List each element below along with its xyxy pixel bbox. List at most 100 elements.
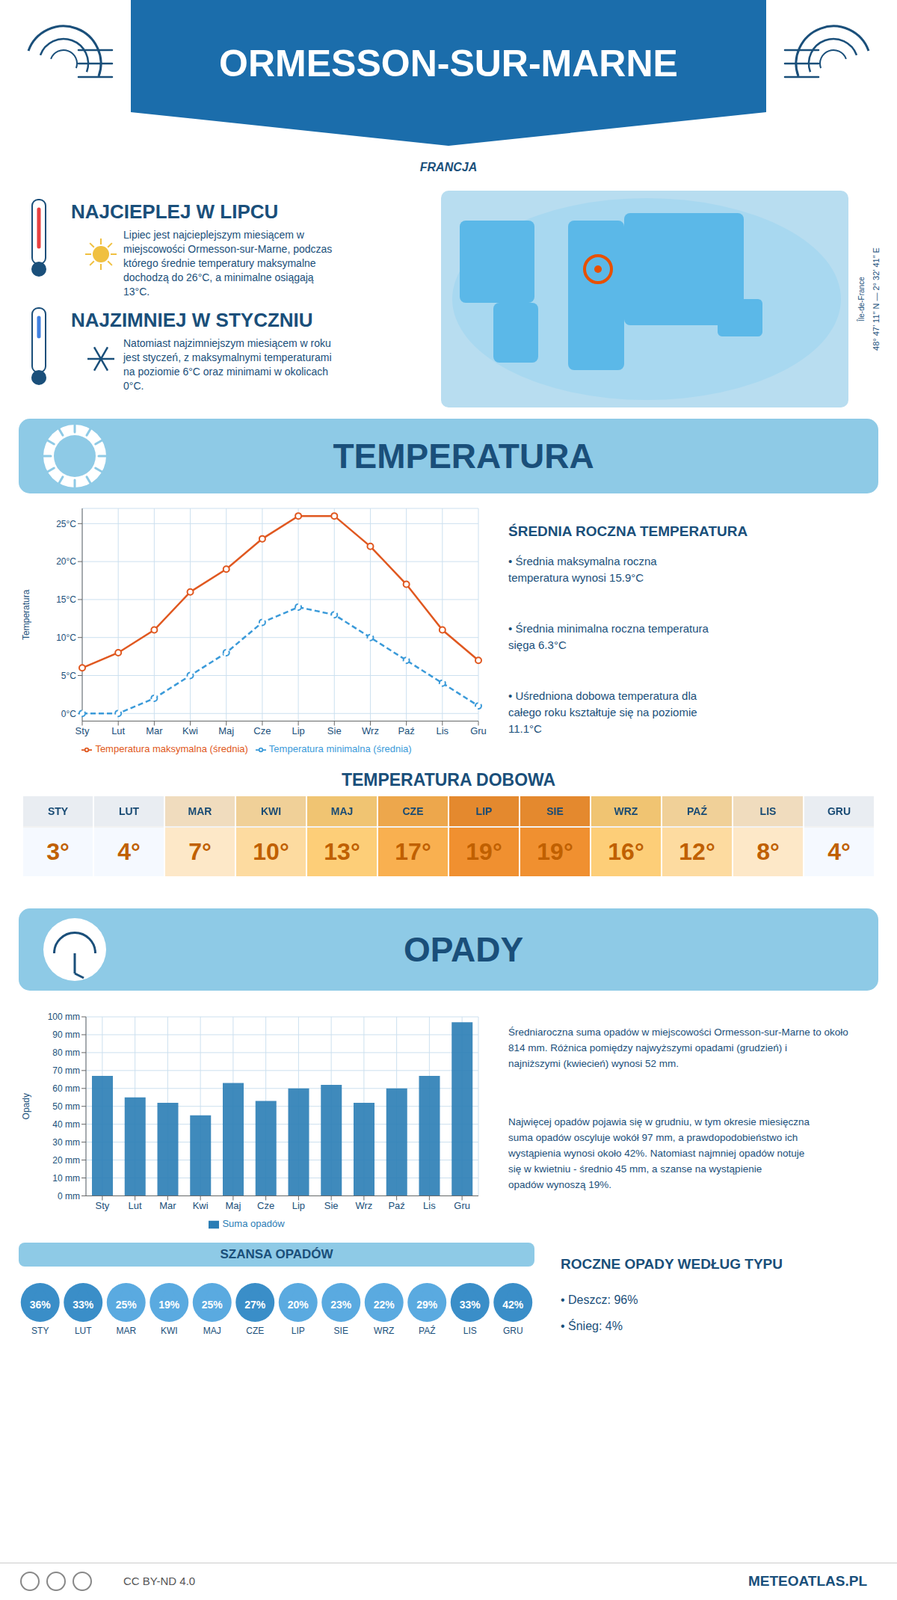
svg-text:90 mm: 90 mm <box>52 1029 80 1040</box>
svg-text:Kwi: Kwi <box>182 725 199 737</box>
svg-text:Lip: Lip <box>292 1199 305 1211</box>
html-text:8°: 8° <box>756 837 780 865</box>
html-text:TEMPERATURA DOBOWA: TEMPERATURA DOBOWA <box>341 769 556 790</box>
html-text:Suma opadów: Suma opadów <box>222 1217 285 1230</box>
svg-text:10°C: 10°C <box>56 632 77 643</box>
svg-text:20°C: 20°C <box>56 556 77 567</box>
svg-text:100 mm: 100 mm <box>47 1011 80 1022</box>
html-text:NAJZIMNIEJ W STYCZNIU: NAJZIMNIEJ W STYCZNIU <box>71 308 313 332</box>
svg-text:Wrz: Wrz <box>355 1199 373 1211</box>
html-text:25%: 25% <box>201 1298 223 1311</box>
svg-text:Temperatura: Temperatura <box>20 589 32 640</box>
html-text:16°: 16° <box>607 837 645 865</box>
html-text:WRZ: WRZ <box>614 805 638 818</box>
html-text:10°: 10° <box>252 837 290 865</box>
html-text:SZANSA OPADÓW: SZANSA OPADÓW <box>220 1246 334 1262</box>
html-text:• Deszcz: 96%: • Deszcz: 96% <box>560 1293 638 1306</box>
html-text:7°: 7° <box>188 837 212 865</box>
html-text:19°: 19° <box>465 837 503 865</box>
html-text:20%: 20% <box>287 1298 309 1311</box>
html-text:PAŹ: PAŹ <box>686 805 708 818</box>
html-text:27%: 27% <box>244 1298 266 1311</box>
html-text:13°: 13° <box>323 837 361 865</box>
html-text:NAJCIEPLEJ W LIPCU: NAJCIEPLEJ W LIPCU <box>71 200 279 223</box>
html-text:MAR: MAR <box>187 805 212 818</box>
html-text:LIS: LIS <box>759 805 777 818</box>
svg-text:Mar: Mar <box>159 1199 177 1211</box>
html-text:12°: 12° <box>678 837 716 865</box>
html-text:4°: 4° <box>827 837 851 865</box>
svg-text:60 mm: 60 mm <box>52 1083 80 1094</box>
html-text:33%: 33% <box>72 1298 94 1311</box>
html-text:• Średnia maksymalna roczna te: • Średnia maksymalna roczna temperatura … <box>508 554 657 584</box>
svg-text:Cze: Cze <box>253 725 271 737</box>
svg-text:Sie: Sie <box>324 1199 339 1211</box>
svg-text:80 mm: 80 mm <box>52 1047 80 1058</box>
html-text:ŚREDNIA ROCZNA TEMPERATURA: ŚREDNIA ROCZNA TEMPERATURA <box>508 523 748 539</box>
svg-text:Sty: Sty <box>75 725 90 737</box>
html-text:36%: 36% <box>29 1298 51 1311</box>
html-text:KWI: KWI <box>260 805 282 818</box>
html-text:SIE: SIE <box>546 805 564 818</box>
html-text:3°: 3° <box>46 837 70 865</box>
svg-text:Sty: Sty <box>94 1199 110 1211</box>
html-text:OPADY: OPADY <box>403 929 524 969</box>
svg-text:20 mm: 20 mm <box>52 1154 80 1166</box>
html-text:LIP: LIP <box>475 805 493 818</box>
html-text:ORMESSON-SUR-MARNE: ORMESSON-SUR-MARNE <box>219 42 678 85</box>
svg-text:Paź: Paź <box>387 1199 405 1211</box>
html-text:17°: 17° <box>394 837 432 865</box>
svg-text:Sie: Sie <box>327 725 342 737</box>
svg-text:Paź: Paź <box>397 725 415 737</box>
html-text:Natomiast najzimniejszym miesi: Natomiast najzimniejszym miesiącem w rok… <box>123 337 332 392</box>
svg-text:30 mm: 30 mm <box>52 1136 80 1148</box>
html-text:CZE: CZE <box>402 805 424 818</box>
svg-text:25°C: 25°C <box>56 518 77 530</box>
svg-text:Lip: Lip <box>291 725 305 737</box>
html-text:MAJ: MAJ <box>330 805 354 818</box>
html-text:29%: 29% <box>416 1298 438 1311</box>
html-text:STY: STY <box>47 805 69 818</box>
html-text:42%: 42% <box>502 1298 524 1311</box>
svg-text:Opady: Opady <box>20 1092 32 1120</box>
svg-text:10 mm: 10 mm <box>52 1172 80 1184</box>
svg-text:Kwi: Kwi <box>192 1199 209 1211</box>
html-text:19%: 19% <box>158 1298 180 1311</box>
html-text:TEMPERATURA: TEMPERATURA <box>332 436 594 476</box>
svg-text:70 mm: 70 mm <box>52 1065 80 1076</box>
html-text:19°: 19° <box>536 837 574 865</box>
html-text:25%: 25% <box>115 1298 137 1311</box>
html-text:GRU: GRU <box>827 805 851 818</box>
svg-text:Maj: Maj <box>224 1199 241 1211</box>
svg-text:Lis: Lis <box>436 725 450 737</box>
svg-text:Gru: Gru <box>453 1199 471 1211</box>
html-text:23%: 23% <box>330 1298 352 1311</box>
html-text:FRANCJA: FRANCJA <box>419 160 478 174</box>
svg-text:50 mm: 50 mm <box>52 1101 80 1112</box>
html-text:Lipiec jest najcieplejszym mie: Lipiec jest najcieplejszym miesiącem w m… <box>123 228 333 298</box>
svg-text:Lut: Lut <box>128 1199 143 1211</box>
html-text:LUT: LUT <box>118 805 140 818</box>
svg-text:0°C: 0°C <box>61 708 77 720</box>
html-text:Najwięcej opadów pojawia się w: Najwięcej opadów pojawia się w grudniu, … <box>508 1116 810 1191</box>
svg-text:5°C: 5°C <box>61 670 77 681</box>
html-text:• Śnieg: 4%: • Śnieg: 4% <box>560 1319 623 1333</box>
html-text:METEOATLAS.PL: METEOATLAS.PL <box>748 1572 868 1589</box>
html-text:4°: 4° <box>117 837 141 865</box>
svg-text:Lut: Lut <box>111 725 125 737</box>
svg-text:Maj: Maj <box>218 725 234 737</box>
svg-text:Gru: Gru <box>470 725 487 737</box>
html-text:• Uśredniona dobowa temperatur: • Uśredniona dobowa temperatura dla całe… <box>508 689 698 735</box>
html-text:22%: 22% <box>373 1298 395 1311</box>
html-text:ROCZNE OPADY WEDŁUG TYPU: ROCZNE OPADY WEDŁUG TYPU <box>560 1255 783 1272</box>
svg-text:Wrz: Wrz <box>361 725 379 737</box>
svg-text:Cze: Cze <box>257 1199 275 1211</box>
svg-text:40 mm: 40 mm <box>52 1119 80 1130</box>
html-text:33%: 33% <box>459 1298 481 1311</box>
html-text:• Średnia minimalna roczna tem: • Średnia minimalna roczna temperatura s… <box>508 621 709 652</box>
svg-text:Lis: Lis <box>423 1199 436 1211</box>
svg-text:0 mm: 0 mm <box>57 1190 80 1202</box>
svg-text:Mar: Mar <box>145 725 163 737</box>
svg-text:15°C: 15°C <box>56 594 77 605</box>
html-text:Średniaroczna suma opadów w mi: Średniaroczna suma opadów w miejscowości… <box>508 1026 849 1069</box>
